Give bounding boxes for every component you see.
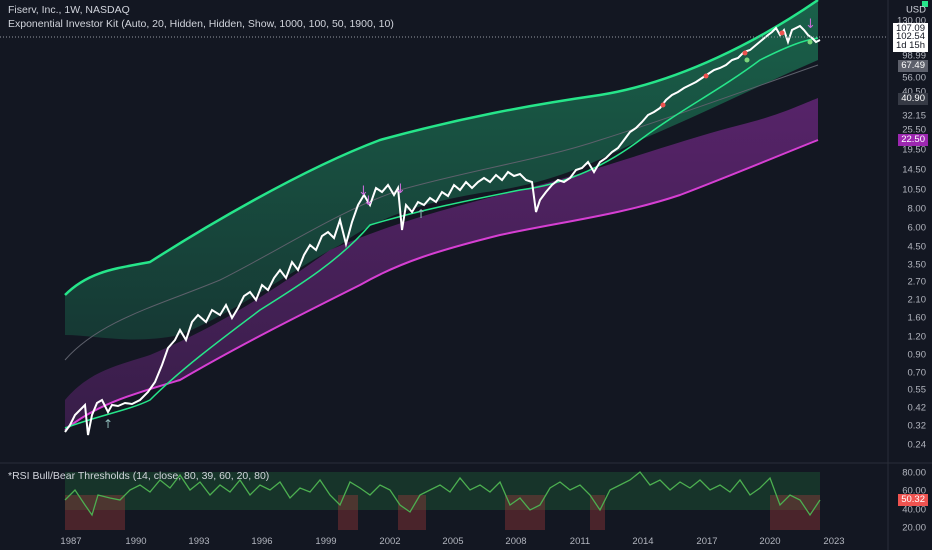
year-label-1990: 1990 — [125, 536, 147, 547]
rsi-tick-40: 40.00 — [902, 504, 926, 516]
price-tick-1-6: 1.60 — [907, 312, 927, 324]
price-tick-10: 10.50 — [902, 184, 926, 196]
year-label-2020: 2020 — [759, 536, 781, 547]
price-tick-32: 32.15 — [902, 110, 926, 122]
price-tick-0-42: 0.42 — [907, 402, 927, 414]
year-label-2008: 2008 — [505, 536, 527, 547]
year-label-1996: 1996 — [251, 536, 273, 547]
gray-badge: 67.49 — [898, 60, 928, 72]
green-band-top — [64, 0, 819, 296]
price-tick-14: 14.50 — [902, 164, 926, 176]
top-green-badge — [922, 1, 928, 7]
symbol-title[interactable]: Fiserv, Inc., 1W, NASDAQ — [8, 4, 130, 16]
price-tick-6: 6.00 — [907, 222, 927, 234]
signal-markers: ↑ ↑ ↓ ↓ ↓ ↓ — [103, 17, 816, 431]
rsi-tick-20: 20.00 — [902, 522, 926, 534]
price-line — [64, 24, 821, 436]
price-tick-4-5: 4.50 — [907, 241, 927, 253]
year-label-2002: 2002 — [379, 536, 401, 547]
price-tick-56: 56.00 — [902, 72, 926, 84]
price-tick-0-9: 0.90 — [907, 349, 927, 361]
purple-badge: 22.50 — [898, 134, 928, 146]
year-label-1993: 1993 — [188, 536, 210, 547]
rsi-value-badge: 50.32 — [898, 494, 928, 506]
rsi-title[interactable]: *RSI Bull/Bear Thresholds (14, close, 80… — [8, 470, 270, 482]
price-tick-1-2: 1.20 — [907, 331, 927, 343]
rsi-tick-60: 60.00 — [902, 485, 926, 497]
svg-text:↓: ↓ — [805, 17, 816, 32]
rsi-pane — [64, 471, 821, 530]
year-label-1987: 1987 — [60, 536, 82, 547]
price-tick-40: 40.50 — [902, 86, 926, 98]
year-label-2017: 2017 — [696, 536, 718, 547]
chart-header: Fiserv, Inc., 1W, NASDAQ Exponential Inv… — [8, 3, 394, 31]
year-label-2023: 2023 — [823, 536, 845, 547]
svg-text:↑: ↑ — [103, 417, 113, 431]
price-tick-98: 98.99 — [902, 50, 926, 62]
price-tick-25: 25.50 — [902, 124, 926, 136]
mid-badge: 40.90 — [898, 93, 928, 105]
price-tick-130: 130.00 — [896, 15, 926, 27]
rsi-tick-80: 80.00 — [902, 467, 926, 479]
year-label-2011: 2011 — [569, 536, 591, 547]
baseline-gray — [64, 64, 819, 361]
countdown-badge: 1d 15h — [892, 40, 928, 52]
year-label-2014: 2014 — [632, 536, 654, 547]
year-label-2005: 2005 — [442, 536, 464, 547]
price-tick-0-7: 0.70 — [907, 367, 927, 379]
svg-text:↓: ↓ — [358, 184, 369, 199]
price-tick-2-1: 2.10 — [907, 294, 927, 306]
svg-text:↑: ↑ — [416, 207, 426, 221]
price-tick-0-24: 0.24 — [907, 439, 927, 451]
price-tick-2-7: 2.70 — [907, 276, 927, 288]
price-tick-19: 19.50 — [902, 144, 926, 156]
ema-green-line — [64, 37, 819, 429]
price-tick-8: 8.00 — [907, 203, 927, 215]
indicator-title[interactable]: Exponential Investor Kit (Auto, 20, Hidd… — [8, 18, 394, 30]
purple-band-bottom — [64, 139, 819, 431]
purple-band — [65, 98, 818, 430]
currency-label: USD — [905, 4, 926, 16]
price-tick-0-32: 0.32 — [907, 420, 927, 432]
price-tick-0-55: 0.55 — [907, 384, 927, 396]
svg-text:↓: ↓ — [363, 194, 374, 209]
svg-text:↓: ↓ — [395, 182, 406, 197]
price-tick-3-5: 3.50 — [907, 259, 927, 271]
year-label-1999: 1999 — [315, 536, 337, 547]
green-band — [65, 0, 818, 340]
